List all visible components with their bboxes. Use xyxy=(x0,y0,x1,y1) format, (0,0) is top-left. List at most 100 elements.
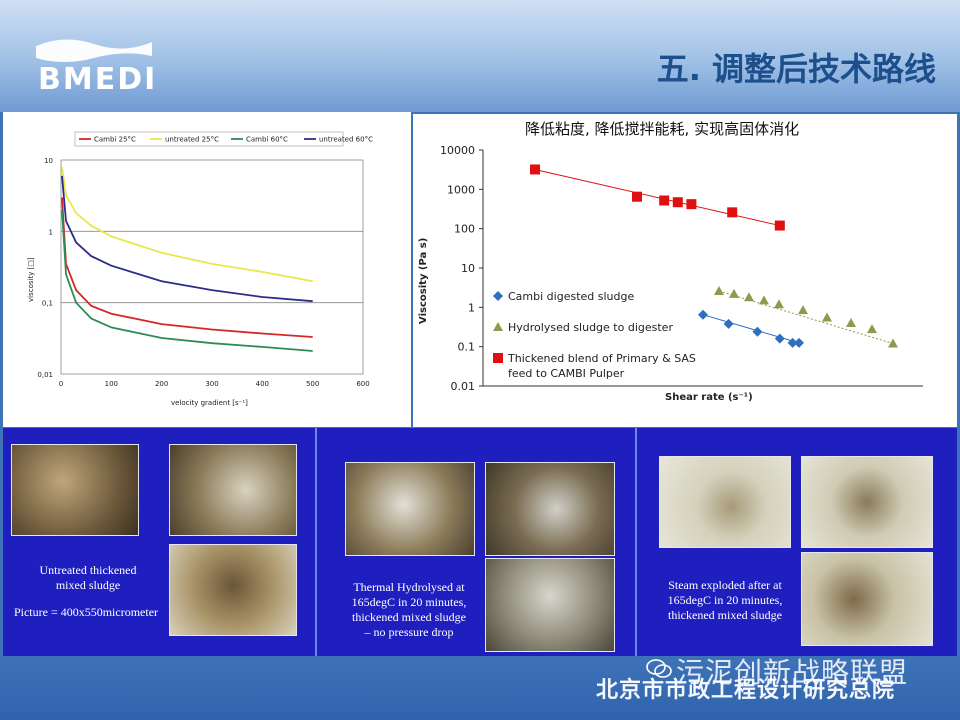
legend-label: Hydrolysed sludge to digester xyxy=(508,321,673,334)
y-tick-label: 100 xyxy=(454,223,475,236)
caption-line: thickened mixed sludge xyxy=(352,610,466,624)
data-point xyxy=(632,191,642,202)
y-axis-label: Viscosity (Pa s) xyxy=(418,238,429,324)
data-point xyxy=(530,164,540,175)
shear-rate-chart-panel: 降低粘度, 降低搅拌能耗, 实现高固体消化 10000 1000 100 10 1 0.1… xyxy=(413,114,957,427)
caption-line: Thermal Hydrolysed at xyxy=(353,580,465,594)
trend-line xyxy=(534,168,780,227)
x-tick-label: 300 xyxy=(205,380,218,388)
y-tick-label: 10000 xyxy=(440,144,475,157)
legend-label: feed to CAMBI Pulper xyxy=(508,367,625,380)
caption-line: 165degC in 20 minutes, xyxy=(667,593,783,607)
y-tick-label: 0,01 xyxy=(37,371,53,379)
x-tick-label: 500 xyxy=(306,380,319,388)
chart-title: 降低粘度, 降低搅拌能耗, 实现高固体消化 xyxy=(525,120,799,138)
panel-caption: Thermal Hydrolysed at 165degC in 20 minu… xyxy=(339,580,479,640)
series-line xyxy=(61,175,313,303)
data-point xyxy=(774,333,785,344)
data-point xyxy=(659,195,670,206)
data-point xyxy=(729,288,739,298)
micrograph-image xyxy=(345,462,475,556)
slide-title: 五. 调整后技术路线 xyxy=(656,50,936,88)
series-line xyxy=(61,209,313,352)
legend-label: Cambi 25°C xyxy=(94,136,136,144)
micrograph-image xyxy=(485,558,615,652)
data-point xyxy=(727,207,738,218)
data-point xyxy=(723,318,734,329)
y-tick-label: 0.1 xyxy=(458,341,476,354)
data-point xyxy=(759,295,769,305)
panel-thermal-hydrolysed: Thermal Hydrolysed at 165degC in 20 minu… xyxy=(315,428,635,656)
caption-line: Steam exploded after at xyxy=(668,578,782,592)
series-line xyxy=(61,166,313,283)
y-tick-label: 10 xyxy=(44,157,53,165)
slide-header: BMEDI 五. 调整后技术路线 xyxy=(0,0,960,112)
caption-line: mixed sludge xyxy=(55,578,121,592)
data-point xyxy=(794,337,804,348)
shear-rate-scatter-chart: 降低粘度, 降低搅拌能耗, 实现高固体消化 10000 1000 100 10 1 0.1… xyxy=(418,120,923,403)
legend-label: untreated 60°C xyxy=(319,136,373,144)
viscosity-line-chart: Cambi 25°C untreated 25°C Cambi 60°C untrea… xyxy=(27,131,373,407)
caption-line: – no pressure drop xyxy=(364,625,454,639)
y-axis-label: viscosity [□] xyxy=(27,257,35,302)
trend-line xyxy=(718,290,894,345)
institute-name: 北京市市政工程设计研究总院 xyxy=(596,678,896,703)
data-point xyxy=(774,220,785,231)
y-tick-label: 0,1 xyxy=(42,300,53,308)
data-point xyxy=(752,326,763,337)
legend-label: Cambi 60°C xyxy=(246,136,288,144)
y-tick-label: 10 xyxy=(461,262,475,275)
legend-label: Cambi digested sludge xyxy=(508,290,634,303)
legend-marker xyxy=(493,291,503,301)
micrograph-image xyxy=(11,444,139,536)
panel-caption: Steam exploded after at 165degC in 20 mi… xyxy=(659,578,791,623)
legend-marker xyxy=(493,322,503,331)
caption-line: Picture = 400x550micrometer xyxy=(13,605,159,619)
panel-steam-exploded: Steam exploded after at 165degC in 20 mi… xyxy=(635,428,959,656)
data-point xyxy=(822,312,832,322)
x-axis-label: velocity gradient [s⁻¹] xyxy=(171,399,248,407)
x-tick-label: 400 xyxy=(256,380,269,388)
wechat-icon xyxy=(646,659,672,678)
data-point xyxy=(714,286,724,296)
micrograph-image xyxy=(801,552,933,646)
micrograph-image xyxy=(169,544,297,636)
viscosity-chart-panel: Cambi 25°C untreated 25°C Cambi 60°C untrea… xyxy=(3,112,411,427)
data-point xyxy=(774,299,784,309)
data-point xyxy=(846,317,856,327)
data-point xyxy=(698,309,708,320)
data-point xyxy=(672,197,683,208)
x-tick-label: 600 xyxy=(356,380,369,388)
series-line xyxy=(61,197,313,338)
slide-footer xyxy=(0,656,960,720)
y-tick-label: 1000 xyxy=(447,183,475,196)
logo-text: BMEDI xyxy=(38,62,158,97)
watermark-text: 污泥创新战略联盟 xyxy=(676,656,909,689)
data-point xyxy=(888,338,898,348)
data-point xyxy=(686,199,697,210)
data-point xyxy=(787,337,798,348)
micrograph-image xyxy=(485,462,615,556)
caption-line: 165degC in 20 minutes, xyxy=(351,595,467,609)
x-tick-label: 200 xyxy=(155,380,168,388)
micrograph-image xyxy=(801,456,933,548)
x-axis-label: Shear rate (s⁻¹) xyxy=(665,392,753,403)
y-tick-label: 1 xyxy=(49,228,53,236)
legend-marker xyxy=(493,353,503,363)
x-tick-label: 0 xyxy=(59,380,63,388)
legend-label: untreated 25°C xyxy=(165,136,219,144)
micrograph-image xyxy=(169,444,297,536)
y-tick-label: 0.01 xyxy=(451,380,476,393)
panel-caption: Untreated thickened mixed sludge Picture… xyxy=(13,563,163,620)
data-point xyxy=(744,292,754,302)
caption-line: Untreated thickened xyxy=(39,563,137,577)
y-tick-label: 1 xyxy=(468,301,475,314)
caption-line: thickened mixed sludge xyxy=(668,608,782,622)
legend-label: Thickened blend of Primary & SAS xyxy=(507,352,696,365)
bmedi-logo-icon xyxy=(36,39,152,62)
data-point xyxy=(867,324,877,334)
micrograph-image xyxy=(659,456,791,548)
panel-untreated: Untreated thickened mixed sludge Picture… xyxy=(3,428,313,656)
microscopy-panels: Untreated thickened mixed sludge Picture… xyxy=(3,428,957,656)
x-tick-label: 100 xyxy=(105,380,118,388)
